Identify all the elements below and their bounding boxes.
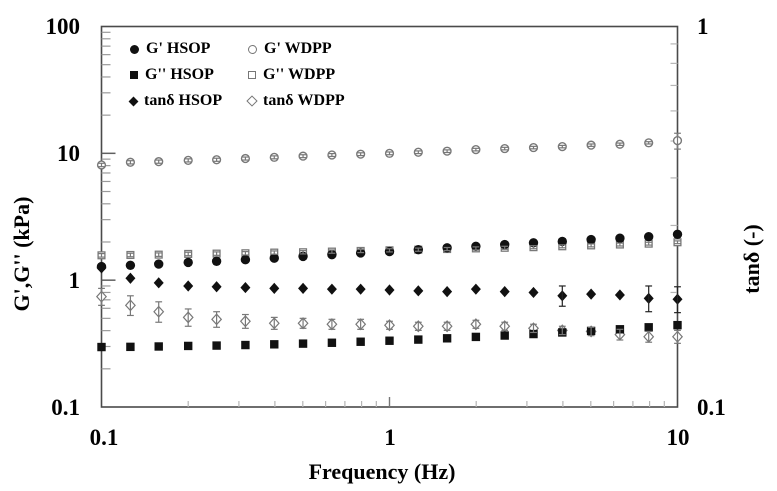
filled-circle-icon xyxy=(130,44,139,54)
legend-item-gprime-wdpp: G' WDPP xyxy=(248,36,378,62)
left-axis-tick-100: 100 xyxy=(45,14,81,39)
open-diamond-icon xyxy=(246,95,258,107)
left-axis-tick-0p1: 0.1 xyxy=(51,395,80,420)
legend-label: G' WDPP xyxy=(264,40,332,57)
x-axis-tick-1: 1 xyxy=(384,425,396,450)
right-axis-tick-1: 1 xyxy=(697,14,709,39)
legend-item-gprime-hsop: G' HSOP xyxy=(130,36,248,62)
right-y-axis-title: tanδ (-) xyxy=(739,224,764,294)
legend-item-gdoubleprime-wdpp: G'' WDPP xyxy=(248,62,378,88)
open-square-icon xyxy=(248,71,256,79)
legend-item-gdoubleprime-hsop: G'' HSOP xyxy=(130,62,248,88)
left-y-axis-title: G',G'' (kPa) xyxy=(9,196,34,312)
x-axis-tick-10: 10 xyxy=(666,425,690,450)
legend-label: tanδ HSOP xyxy=(144,92,223,109)
legend-item-tandelta-wdpp: tanδ WDPP xyxy=(246,88,378,114)
open-circle-icon xyxy=(248,44,257,54)
filled-diamond-icon xyxy=(128,96,139,106)
right-axis-tick-0p1: 0.1 xyxy=(697,395,726,420)
left-axis-tick-1: 1 xyxy=(68,268,81,293)
x-axis-tick-0p1: 0.1 xyxy=(89,425,119,450)
legend-label: G'' HSOP xyxy=(145,66,214,83)
x-axis-title: Frequency (Hz) xyxy=(308,459,456,484)
legend-item-tandelta-hsop: tanδ HSOP xyxy=(128,88,248,114)
legend-label: G' HSOP xyxy=(146,40,211,57)
left-axis-tick-10: 10 xyxy=(57,141,80,166)
filled-square-icon xyxy=(130,71,138,79)
legend-label: tanδ WDPP xyxy=(263,92,345,109)
legend: G' HSOP G' WDPP G'' HSOP G'' WDPP tanδ H… xyxy=(128,36,378,114)
legend-label: G'' WDPP xyxy=(263,66,336,83)
